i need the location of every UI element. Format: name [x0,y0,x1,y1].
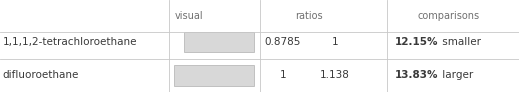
Text: 1: 1 [280,70,286,80]
Text: comparisons: comparisons [418,11,480,21]
Text: 13.83%: 13.83% [395,70,439,80]
Text: visual: visual [175,11,204,21]
Text: 1: 1 [332,37,338,47]
Text: 0.8785: 0.8785 [265,37,301,47]
FancyBboxPatch shape [174,65,254,86]
Text: smaller: smaller [439,37,481,47]
Text: 1,1,1,2-tetrachloroethane: 1,1,1,2-tetrachloroethane [3,37,137,47]
Text: difluoroethane: difluoroethane [3,70,79,80]
FancyBboxPatch shape [184,32,254,52]
Text: 1.138: 1.138 [320,70,350,80]
Text: larger: larger [439,70,473,80]
Text: ratios: ratios [295,11,323,21]
Text: 12.15%: 12.15% [395,37,439,47]
